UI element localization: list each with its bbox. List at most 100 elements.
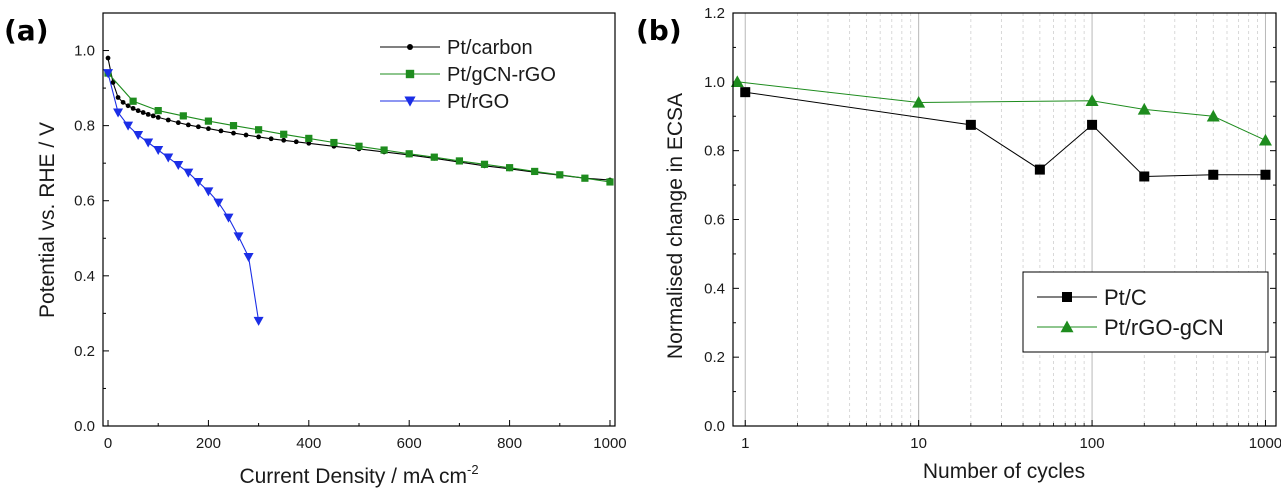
- series-a-2: [103, 69, 264, 326]
- data-point-a-0: [120, 99, 126, 105]
- data-point-a-2: [193, 177, 204, 187]
- data-point-a-1: [305, 134, 313, 143]
- plot-frame-b: [732, 12, 1277, 427]
- data-point-a-1: [280, 130, 288, 138]
- data-point-a-2: [223, 213, 234, 223]
- data-point-b-0: [1139, 171, 1150, 182]
- data-point-a-1: [380, 146, 388, 154]
- data-point-a-1: [204, 117, 213, 125]
- legend-marker-a-0: [407, 44, 413, 50]
- data-point-b-1: [730, 75, 744, 88]
- x-axis-title-a-text: Current Density / mA cm: [239, 465, 467, 488]
- ticks-a: 0 200 400 600 800 1000 0.0 0.2 0.4 0.6 0.8 1.0: [74, 12, 627, 452]
- x-tick-label-b: 1000: [1249, 435, 1281, 452]
- data-point-b-1: [1258, 133, 1272, 146]
- y-tick-label-a: 0.2: [74, 343, 95, 360]
- data-point-a-0: [125, 103, 131, 109]
- x-tick-label-a: 200: [196, 435, 221, 452]
- data-point-a-0: [256, 134, 262, 140]
- data-point-a-1: [531, 167, 539, 176]
- data-point-a-0: [293, 139, 299, 145]
- data-point-a-0: [115, 95, 121, 100]
- data-point-a-2: [143, 138, 154, 148]
- data-point-b-1: [1085, 94, 1099, 106]
- y-tick-label-b: 1.0: [704, 74, 725, 91]
- legend-label-a-0: Pt/carbon: [447, 37, 533, 59]
- y-axis-title-a: Potential vs. RHE / V: [36, 122, 59, 318]
- data-point-a-1: [179, 112, 187, 120]
- x-tick-label-b: 10: [910, 435, 927, 452]
- data-point-a-2: [123, 121, 134, 131]
- data-point-a-0: [175, 120, 181, 126]
- data-point-a-1: [229, 122, 238, 130]
- data-point-b-1: [912, 95, 926, 108]
- y-tick-label-b: 0.8: [704, 143, 725, 160]
- y-tick-label-a: 0.8: [74, 118, 95, 135]
- legend-marker-b-0: [1062, 292, 1072, 302]
- x-tick-label-a: 0: [104, 435, 112, 452]
- legend-marker-a-1: [405, 69, 415, 79]
- ticks-b: 1 10 100 1000 0.0 0.2 0.4 0.6 0.8 1.0 1.2: [704, 5, 1281, 452]
- series-line-a-2: [107, 72, 260, 321]
- data-point-b-0: [1034, 164, 1045, 175]
- data-point-a-0: [243, 132, 249, 138]
- data-point-b-0: [740, 87, 751, 98]
- data-point-a-1: [255, 126, 263, 134]
- data-point-a-1: [405, 150, 413, 158]
- data-point-a-0: [281, 137, 287, 143]
- data-point-a-0: [206, 126, 211, 132]
- series-b-0: [740, 87, 1271, 182]
- data-point-a-0: [130, 105, 136, 111]
- panel-label-b: (b): [636, 14, 682, 47]
- data-point-a-0: [145, 111, 151, 117]
- y-tick-label-b: 0.6: [704, 212, 725, 229]
- series-line-b-1: [737, 81, 1266, 141]
- grid-b: [744, 13, 1266, 426]
- data-point-a-1: [581, 174, 589, 182]
- data-point-a-2: [153, 146, 164, 156]
- data-point-a-2: [253, 316, 264, 326]
- data-point-a-1: [330, 138, 338, 147]
- legend-box-b: [1022, 271, 1269, 353]
- series-line-b-0: [745, 91, 1266, 178]
- chart-b: (b) 1 10 100 1000 0.0 0.2 0.4 0.6 0.8 1.0 1.2 Numb…: [636, 5, 1281, 483]
- data-point-a-1: [455, 157, 463, 165]
- legend-label-a-1: Pt/gCN-rGO: [447, 64, 556, 86]
- data-point-a-0: [155, 114, 161, 120]
- plot-frame-a: [102, 12, 616, 427]
- legend-label-b-1: Pt/rGO-gCN: [1104, 315, 1224, 340]
- data-point-a-0: [150, 113, 156, 119]
- data-point-a-1: [505, 164, 514, 172]
- data-point-a-2: [183, 168, 194, 178]
- legend-marker-a-2: [404, 96, 416, 107]
- data-point-a-2: [243, 253, 254, 263]
- data-point-a-1: [606, 178, 614, 186]
- legend-b: Pt/C Pt/rGO-gCN: [1022, 271, 1269, 353]
- data-point-a-0: [140, 110, 146, 115]
- data-point-b-0: [965, 119, 976, 130]
- data-point-a-2: [113, 108, 124, 118]
- x-axis-title-a-sup: -2: [467, 462, 479, 477]
- series-a: [103, 55, 614, 326]
- series-b-1: [730, 75, 1272, 146]
- data-point-b-0: [1208, 169, 1219, 180]
- x-axis-title-a: Current Density / mA cm-2: [239, 462, 478, 488]
- data-point-a-0: [218, 128, 224, 134]
- legend-marker-b-1: [1060, 320, 1074, 333]
- panel-label-a: (a): [4, 14, 49, 47]
- x-tick-label-a: 1000: [593, 435, 626, 452]
- chart-a: (a) 0 200 400 600 800 10000.00.20.40.60.81.0 …: [4, 12, 627, 488]
- data-point-a-0: [231, 130, 236, 136]
- data-point-a-0: [268, 136, 274, 142]
- data-point-a-1: [430, 153, 438, 161]
- data-point-a-1: [556, 171, 564, 179]
- data-point-a-1: [129, 97, 137, 105]
- data-point-b-0: [1087, 119, 1098, 130]
- data-point-a-1: [355, 142, 363, 150]
- data-point-a-2: [133, 131, 144, 141]
- y-axis-title-b: Normalised change in ECSA: [664, 93, 687, 359]
- data-point-a-0: [165, 117, 171, 123]
- y-tick-label-b: 0.2: [704, 349, 725, 366]
- data-point-a-1: [480, 160, 489, 168]
